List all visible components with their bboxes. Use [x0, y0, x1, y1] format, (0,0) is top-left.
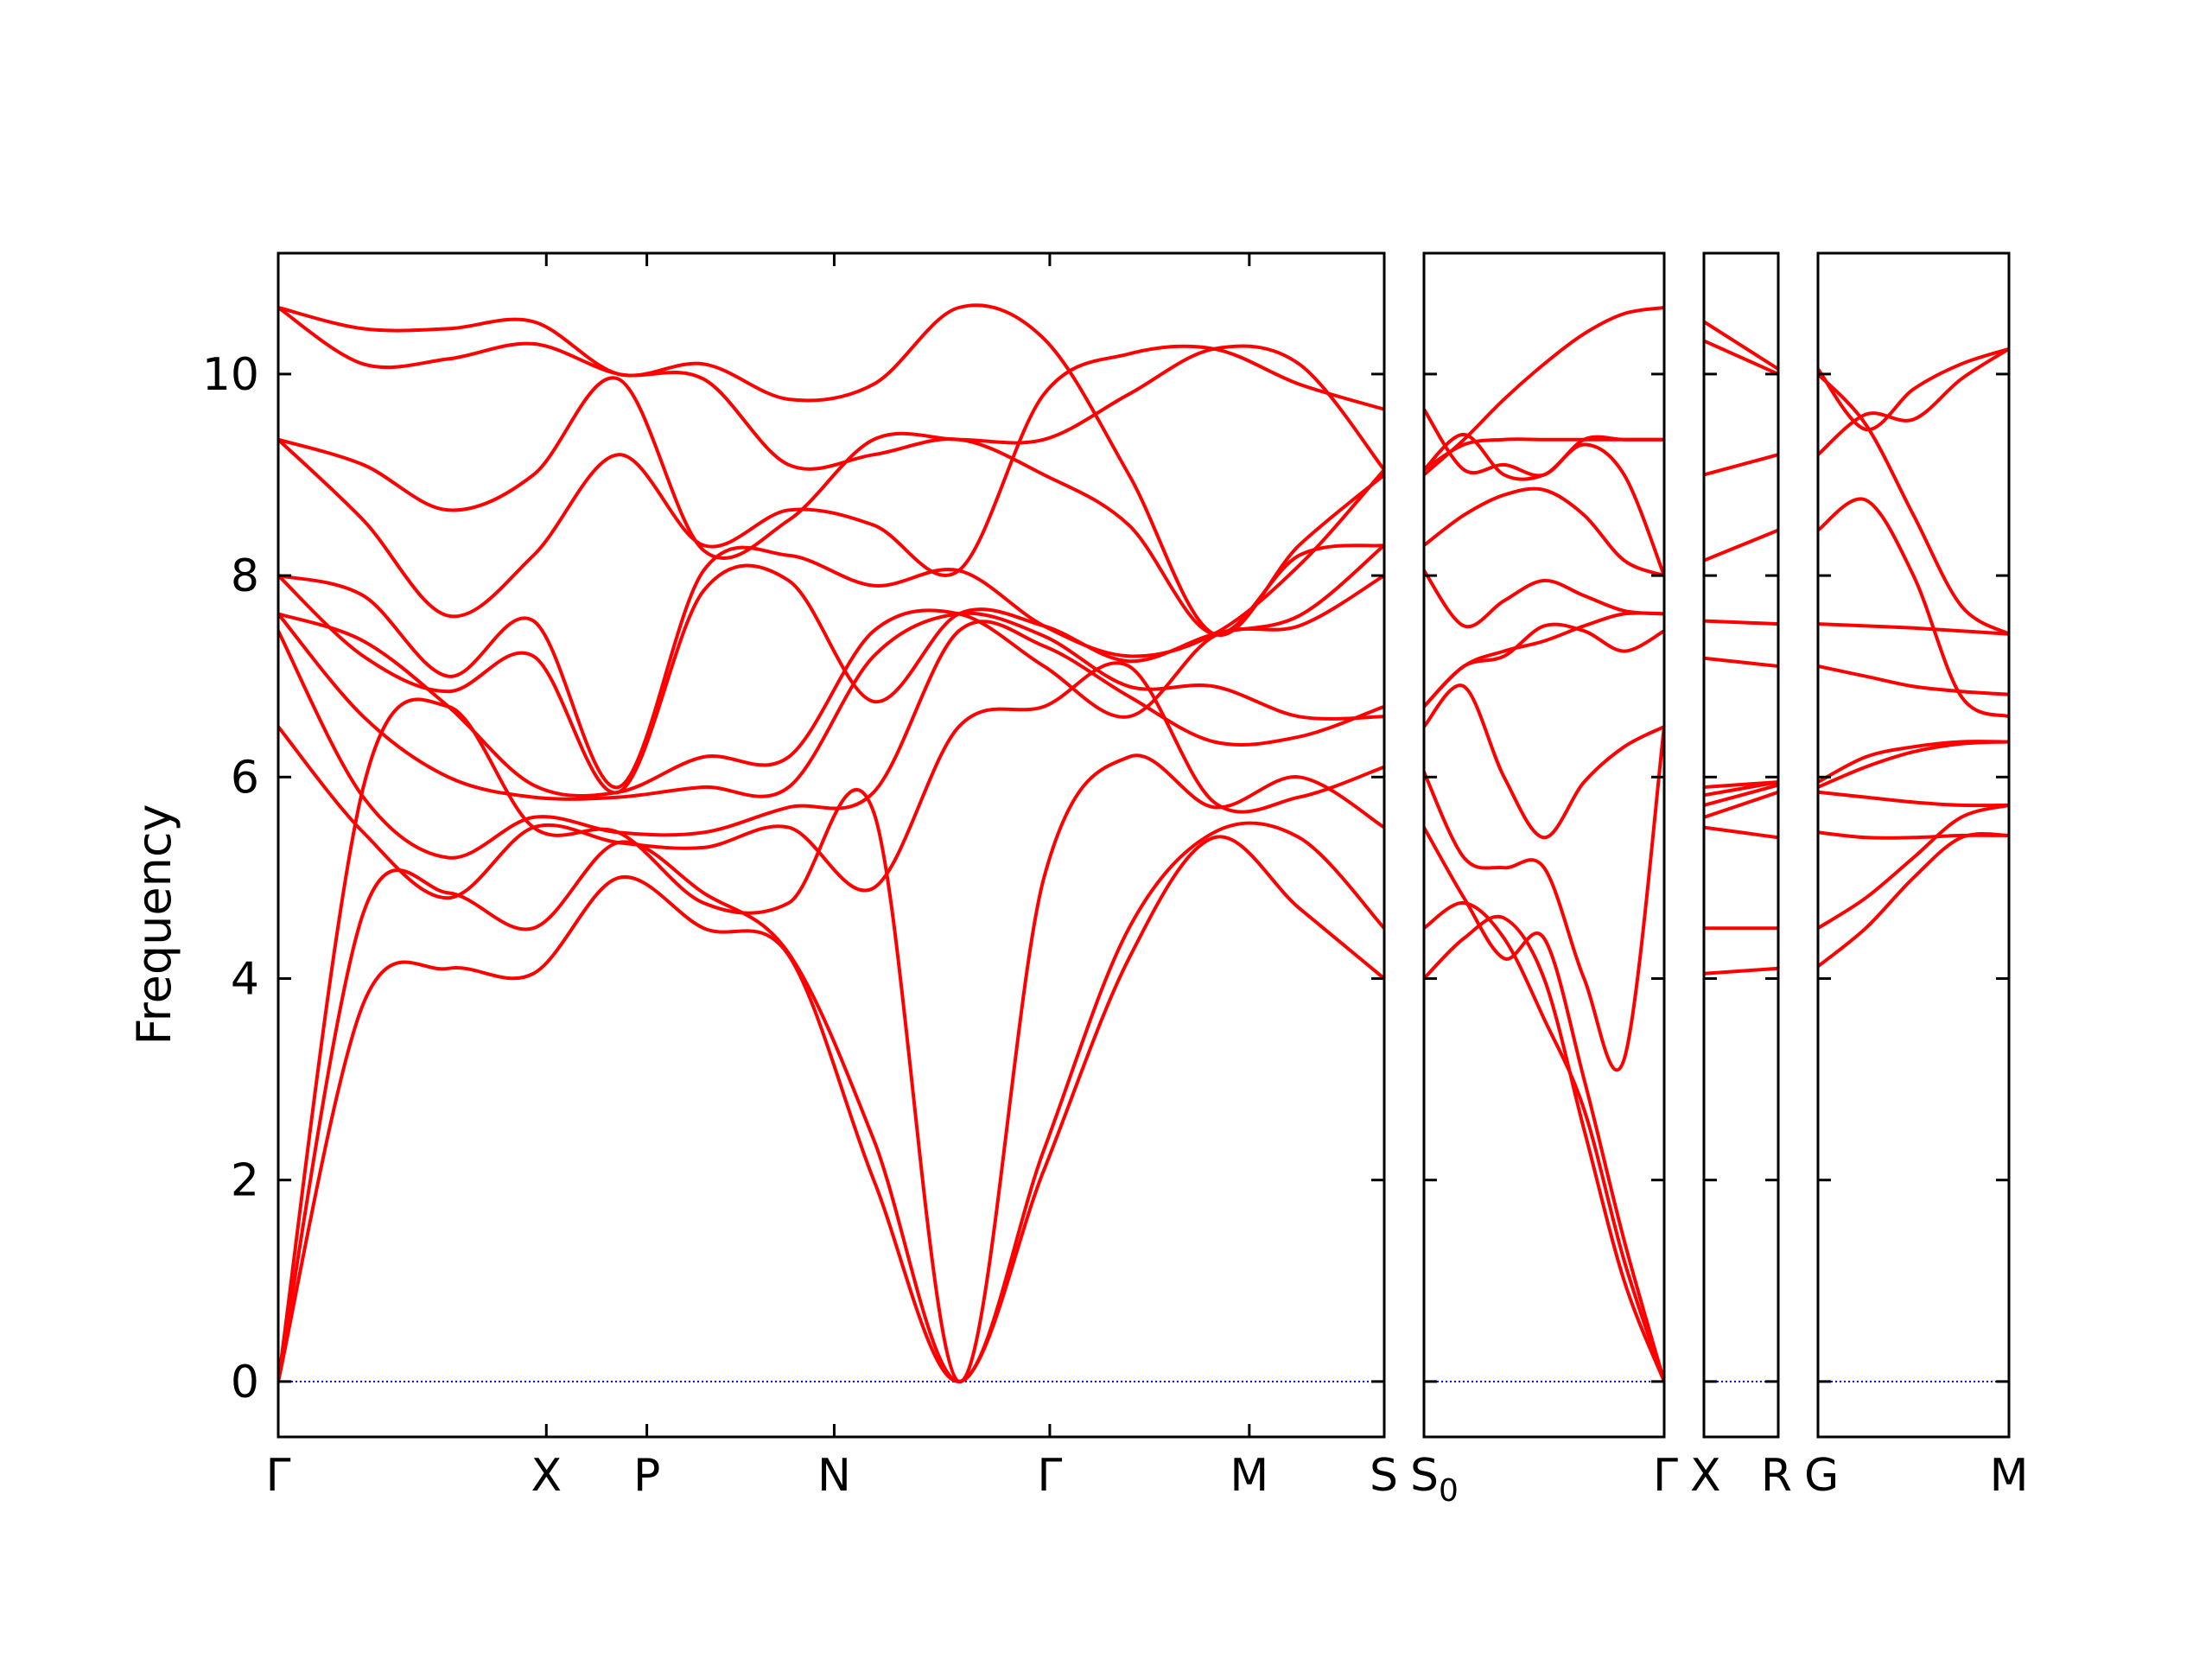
band-line — [1704, 656, 1778, 668]
band-line — [278, 344, 1384, 619]
band-line — [1424, 569, 1664, 629]
band-line — [1424, 306, 1664, 477]
band-line — [1818, 803, 2009, 931]
band-line — [278, 303, 1384, 638]
band-line — [278, 611, 1384, 801]
x-tick-label: M — [1230, 1450, 1268, 1502]
band-line — [1818, 346, 2009, 457]
band-line — [1818, 830, 2009, 840]
x-tick-label-subscript: 0 — [1439, 1473, 1459, 1509]
band-line — [1818, 740, 2009, 785]
band-line — [1424, 622, 1664, 709]
x-tick-label: S0 — [1410, 1450, 1459, 1509]
bands-group — [1704, 320, 1778, 976]
band-line — [1818, 790, 2009, 808]
y-tick-label: 10 — [202, 349, 259, 401]
bands-group — [1818, 346, 2009, 969]
band-line — [1424, 432, 1664, 578]
x-tick-label: X — [531, 1450, 562, 1502]
x-tick-label: Γ — [266, 1450, 291, 1502]
x-tick-label: S — [1370, 1450, 1398, 1502]
y-tick-label: 0 — [231, 1357, 259, 1408]
band-line — [278, 574, 1384, 798]
x-tick-label: Γ — [1653, 1450, 1678, 1502]
y-tick-label: 2 — [231, 1155, 259, 1207]
panel-frame — [1816, 251, 2011, 1439]
band-line — [278, 661, 1384, 900]
band-line — [1818, 664, 2009, 696]
panel-frame — [1422, 251, 1666, 1439]
band-line — [1704, 780, 1778, 789]
panel-2: S0 Γ — [1410, 251, 1678, 1509]
x-tick-label: N — [817, 1450, 851, 1502]
band-line — [1424, 683, 1664, 840]
x-tick-label: Γ — [1037, 1450, 1062, 1502]
band-line — [278, 821, 1384, 1383]
y-tick-label: 6 — [231, 752, 259, 804]
band-line — [1424, 914, 1664, 1383]
x-tick-label: M — [1990, 1450, 2029, 1502]
x-tick-label: X — [1690, 1450, 1721, 1502]
band-line — [1704, 619, 1778, 626]
panel-frame — [276, 251, 1386, 1439]
band-line — [1424, 486, 1664, 578]
x-tick-label: R — [1761, 1450, 1792, 1502]
band-line — [1704, 783, 1778, 807]
band-line — [1704, 790, 1778, 819]
band-line — [1704, 825, 1778, 840]
band-line — [278, 835, 1384, 1383]
panel-frame — [1702, 251, 1780, 1439]
band-line — [278, 306, 1384, 636]
band-line — [1818, 832, 2009, 969]
y-tick-label: 8 — [231, 550, 259, 602]
band-line — [1424, 825, 1664, 1383]
y-axis-label: Frequency — [127, 804, 181, 1046]
band-line — [1424, 901, 1664, 1383]
x-tick-label: G — [1804, 1450, 1839, 1502]
bands-group — [278, 303, 1384, 1383]
y-tick-label: 4 — [231, 953, 259, 1005]
band-line — [1424, 407, 1664, 478]
band-line — [1704, 339, 1778, 376]
band-line — [1424, 725, 1664, 1072]
bands-group — [1424, 306, 1664, 1383]
band-line — [1704, 320, 1778, 372]
band-line — [278, 543, 1384, 795]
band-line — [1818, 372, 2009, 636]
band-line — [1704, 453, 1778, 477]
band-line — [278, 697, 1384, 1383]
band-line — [278, 467, 1384, 790]
band-line — [278, 344, 1384, 561]
band-line — [1704, 966, 1778, 976]
x-tick-label: P — [633, 1450, 660, 1502]
band-line — [278, 620, 1384, 860]
band-line — [1818, 346, 2009, 432]
band-line — [1818, 622, 2009, 636]
band-line — [1704, 528, 1778, 563]
band-line — [1818, 497, 2009, 719]
band-line — [1424, 611, 1664, 709]
